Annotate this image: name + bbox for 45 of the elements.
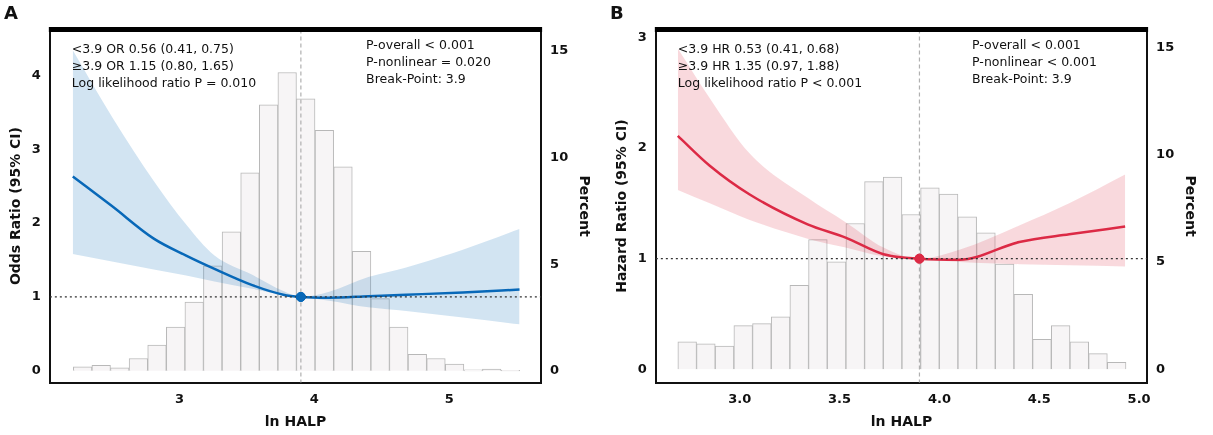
y-tick-label: 3 bbox=[31, 140, 41, 156]
x-tick-label: 5.0 bbox=[1127, 390, 1151, 406]
annotation: ≥3.9 HR 1.35 (0.97, 1.88) bbox=[677, 58, 840, 74]
y2-tick-label: 0 bbox=[1156, 360, 1166, 376]
annotation: <3.9 HR 0.53 (0.41, 0.68) bbox=[677, 41, 840, 57]
y-tick-label: 2 bbox=[637, 139, 647, 155]
annotation: Break-Point: 3.9 bbox=[366, 71, 466, 87]
y-tick-label: 1 bbox=[637, 250, 647, 266]
annotation: P-nonlinear = 0.020 bbox=[366, 54, 491, 70]
x-tick-label: 3 bbox=[174, 390, 184, 406]
y-tick-label: 0 bbox=[637, 360, 647, 376]
annotation: Log likelihood ratio P = 0.010 bbox=[71, 75, 257, 91]
y2-tick-label: 5 bbox=[550, 255, 560, 271]
x-tick-label: 5 bbox=[444, 390, 454, 406]
annotation: P-nonlinear < 0.001 bbox=[972, 54, 1097, 70]
y-tick-label: 3 bbox=[637, 28, 647, 44]
x-axis-title: ln HALP bbox=[870, 413, 933, 430]
annotation: Break-Point: 3.9 bbox=[972, 71, 1072, 87]
x-tick-label: 4.5 bbox=[1027, 390, 1051, 406]
y-tick-label: 4 bbox=[31, 66, 41, 82]
x-tick-label: 4.0 bbox=[927, 390, 951, 406]
y2-tick-label: 5 bbox=[1156, 253, 1166, 269]
y-tick-label: 2 bbox=[31, 214, 41, 230]
y-axis-title: Hazard Ratio (95% CI) bbox=[613, 119, 630, 293]
chart-title: A bbox=[4, 2, 18, 24]
y2-tick-label: 10 bbox=[1156, 145, 1175, 161]
x-tick-label: 3.5 bbox=[828, 390, 852, 406]
annotation: P-overall < 0.001 bbox=[366, 37, 475, 53]
chart-title: B bbox=[610, 2, 624, 24]
annotation: Log likelihood ratio P < 0.001 bbox=[677, 75, 863, 91]
y2-tick-label: 0 bbox=[550, 362, 560, 378]
y-axis-title: Odds Ratio (95% CI) bbox=[7, 127, 24, 286]
y-tick-label: 1 bbox=[31, 288, 41, 304]
annotation: ≥3.9 OR 1.15 (0.80, 1.65) bbox=[71, 58, 234, 74]
y2-tick-label: 15 bbox=[1156, 38, 1175, 54]
y2-tick-label: 15 bbox=[550, 42, 569, 58]
annotation: P-overall < 0.001 bbox=[972, 37, 1081, 53]
y2-tick-label: 10 bbox=[550, 148, 569, 164]
x-axis-title: ln HALP bbox=[264, 413, 327, 430]
y2-axis-title: Percent bbox=[576, 175, 593, 237]
annotation: <3.9 OR 0.56 (0.41, 0.75) bbox=[71, 41, 234, 57]
y2-axis-title: Percent bbox=[1182, 175, 1199, 237]
x-tick-label: 3.0 bbox=[728, 390, 752, 406]
x-tick-label: 4 bbox=[309, 390, 319, 406]
y-tick-label: 0 bbox=[31, 362, 41, 378]
